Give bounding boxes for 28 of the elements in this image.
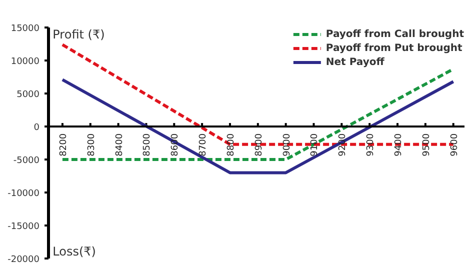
annotation: Profit (₹) <box>52 28 105 42</box>
y-tick-label: -10000 <box>8 189 40 199</box>
x-tick-label: 9300 <box>366 133 376 156</box>
x-tick-label: 8300 <box>86 133 97 156</box>
x-tick-label: 9600 <box>450 133 460 156</box>
y-tick-label: 10000 <box>10 57 40 67</box>
y-tick-label: 15000 <box>10 24 40 34</box>
x-tick-label: 8700 <box>198 133 209 156</box>
x-tick-label: 8900 <box>254 133 264 156</box>
y-tick-label: -15000 <box>8 222 40 232</box>
y-tick-label: 0 <box>34 123 40 133</box>
x-tick-label: 9000 <box>282 133 292 156</box>
y-tick-label: -5000 <box>13 156 40 166</box>
legend-label: Payoff from Call brought <box>326 28 464 41</box>
annotation: Loss(₹) <box>52 244 96 258</box>
legend-label: Net Payoff <box>326 56 384 69</box>
x-tick-label: 8200 <box>58 133 69 156</box>
x-tick-label: 8400 <box>114 133 125 156</box>
x-tick-label: 9500 <box>422 133 432 156</box>
y-tick-label: 5000 <box>16 90 40 100</box>
x-tick-label: 8500 <box>142 133 153 156</box>
x-tick-label: 9100 <box>310 133 320 156</box>
x-tick-label: 9200 <box>338 133 348 156</box>
legend-label: Payoff from Put brought <box>326 42 462 55</box>
y-tick-label: -20000 <box>8 255 40 265</box>
x-tick-label: 8800 <box>226 133 236 156</box>
x-tick-label: 8600 <box>170 133 181 156</box>
x-tick-label: 9400 <box>394 133 404 156</box>
